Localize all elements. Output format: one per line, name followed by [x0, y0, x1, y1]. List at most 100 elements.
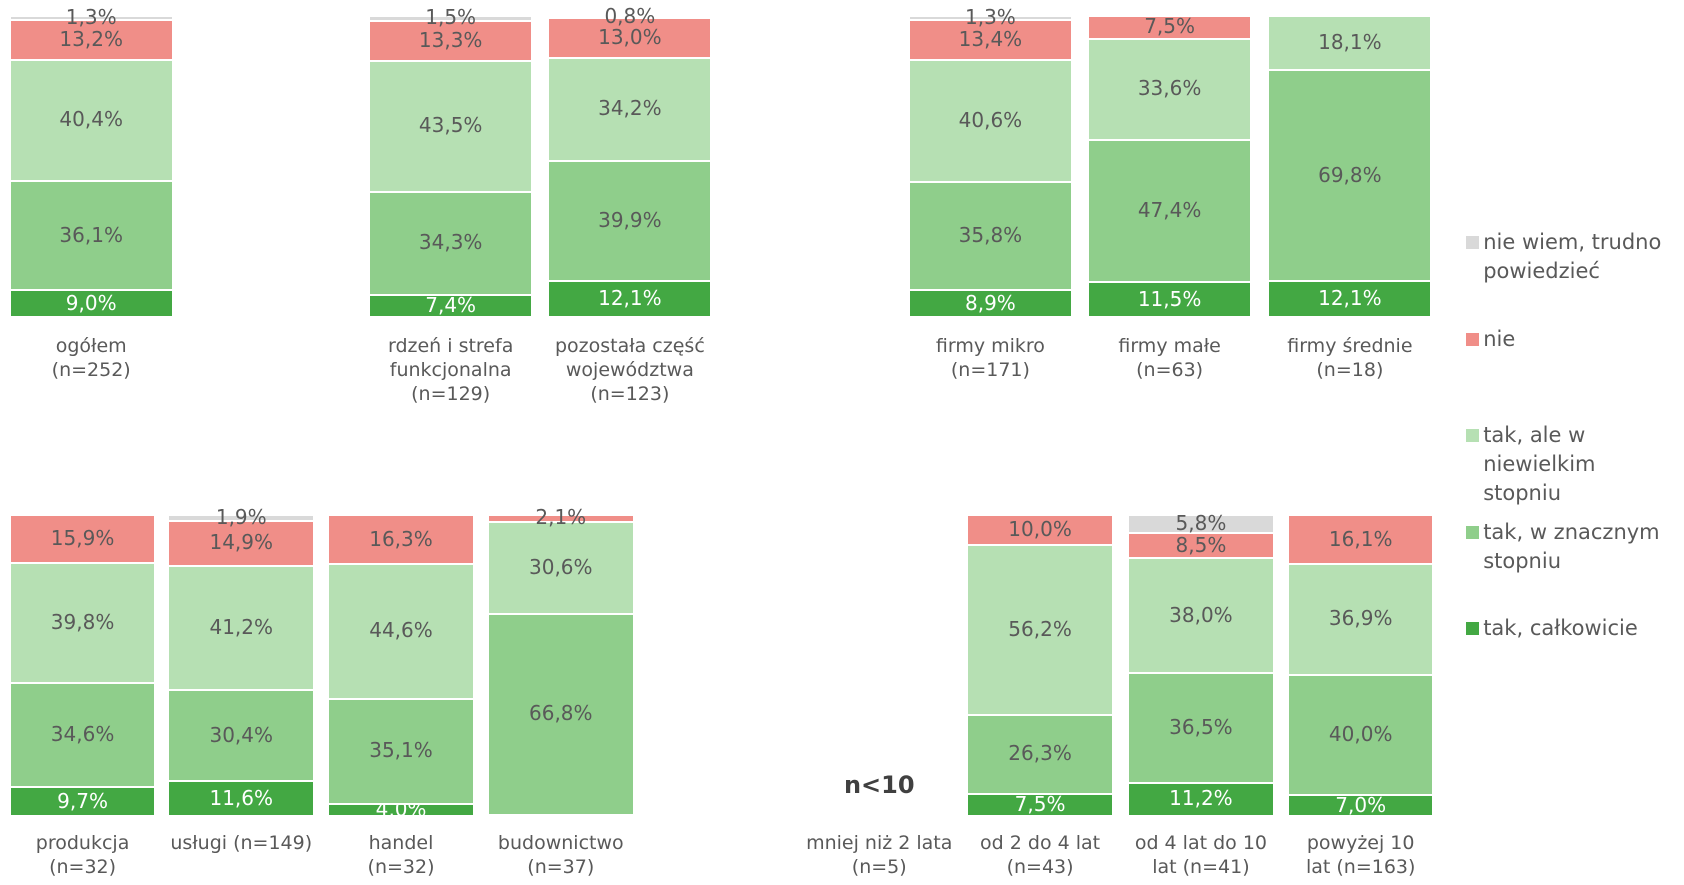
- category-label: budownictwo (n=37): [497, 832, 624, 879]
- bar-segment: [10, 288, 172, 317]
- bar-segment: [968, 544, 1112, 714]
- bar-segment: [169, 688, 314, 781]
- bar-segment: [169, 520, 314, 565]
- bar-segment: [169, 564, 314, 689]
- value-label: 7,5%: [1014, 792, 1066, 817]
- bar-segment: [1129, 557, 1273, 672]
- value-label: 56,2%: [1008, 616, 1072, 641]
- value-label: 33,6%: [1137, 76, 1202, 101]
- value-label: 12,1%: [1318, 285, 1382, 310]
- legend-label: tak, ale w niewielkim stopniu: [1483, 423, 1596, 506]
- bar-segment: [370, 15, 532, 20]
- value-label: 16,3%: [369, 526, 433, 551]
- value-label: 36,5%: [1169, 714, 1233, 739]
- bar-segment: [489, 612, 633, 814]
- bar-segment: [370, 293, 532, 317]
- bar-segment: [910, 18, 1071, 60]
- value-label: 39,9%: [598, 207, 662, 232]
- value-label: 10,0%: [1008, 517, 1072, 542]
- value-label: 13,4%: [958, 27, 1023, 52]
- bar-segment: [1089, 138, 1251, 282]
- value-label: 13,2%: [59, 26, 123, 51]
- bar-segment: [1269, 15, 1431, 70]
- annotation: n<10: [843, 771, 915, 800]
- bar-segment: [1129, 514, 1273, 532]
- value-label: 0,8%: [604, 4, 656, 29]
- bar-segment: [489, 514, 633, 521]
- value-label: 9,7%: [57, 788, 108, 813]
- value-label: 34,6%: [50, 722, 115, 747]
- bar-segment: [1269, 279, 1431, 317]
- category-label: usługi (n=149): [170, 832, 313, 855]
- value-label: 16,1%: [1328, 526, 1393, 551]
- value-label: 40,4%: [59, 107, 123, 132]
- legend-swatch: [1465, 236, 1479, 250]
- bar-segment: [10, 562, 155, 682]
- bar-segment: [1288, 514, 1433, 563]
- bar-segment: [910, 15, 1071, 19]
- value-label: 18,1%: [1318, 30, 1382, 55]
- bar-segment: [489, 520, 633, 613]
- bar-segment: [10, 514, 155, 563]
- value-label: 66,8%: [529, 701, 593, 726]
- bar-segment: [1089, 37, 1251, 139]
- value-label: 11,2%: [1169, 786, 1233, 811]
- bar-segment: [549, 15, 711, 18]
- value-label: 1,5%: [425, 5, 477, 30]
- bar-segment: [549, 17, 711, 57]
- legend-swatch: [1465, 332, 1479, 346]
- value-label: 7,4%: [425, 292, 477, 317]
- bar-segment: [10, 58, 172, 181]
- bar-segment: [10, 15, 172, 19]
- value-label: 8,5%: [1175, 532, 1227, 557]
- value-label: 43,5%: [418, 113, 483, 138]
- legend-swatch: [1465, 429, 1479, 443]
- bar-segment: [1129, 781, 1273, 816]
- value-label: 4,0%: [375, 797, 427, 822]
- value-label: 69,8%: [1318, 162, 1382, 187]
- category-label: mniej niż 2 lata (n=5): [806, 832, 953, 879]
- legend-label: tak, w znacznym stopniu: [1483, 519, 1660, 573]
- category-label: handel (n=32): [367, 832, 435, 879]
- bar-segment: [1089, 281, 1251, 317]
- bar-segment: [1129, 671, 1273, 782]
- value-label: 36,9%: [1328, 606, 1393, 631]
- bar-segment: [549, 56, 711, 160]
- value-label: 38,0%: [1169, 602, 1233, 627]
- bar-segment: [329, 697, 473, 804]
- bar-segment: [169, 514, 314, 520]
- category-label: pozostała część województwa (n=123): [554, 335, 705, 406]
- value-label: 34,2%: [598, 96, 662, 121]
- bar-segment: [910, 181, 1071, 290]
- category-label: powyżej 10 lat (n=163): [1305, 832, 1416, 879]
- value-label: 15,9%: [50, 526, 115, 551]
- category-label: firmy małe (n=63): [1118, 335, 1221, 382]
- bar-segment: [549, 279, 711, 317]
- bar-segment: [370, 59, 532, 191]
- legend-swatch: [1465, 525, 1479, 539]
- value-label: 11,6%: [209, 785, 274, 810]
- value-label: 1,3%: [965, 4, 1016, 29]
- legend-label: nie: [1483, 326, 1516, 351]
- value-label: 8,9%: [965, 290, 1016, 315]
- value-label: 1,3%: [65, 4, 117, 29]
- value-label: 40,6%: [958, 108, 1023, 133]
- legend-label: tak, całkowicie: [1483, 615, 1638, 640]
- value-label: 13,0%: [598, 24, 662, 49]
- bar-segment: [329, 514, 473, 564]
- legend-swatch: [1465, 621, 1479, 635]
- bar-segment: [329, 563, 473, 698]
- bar-segment: [10, 786, 155, 816]
- value-label: 2,1%: [535, 505, 587, 530]
- value-label: 26,3%: [1008, 741, 1072, 766]
- value-label: 13,3%: [418, 27, 483, 52]
- bar-segment: [910, 59, 1071, 182]
- bar-segment: [10, 681, 155, 787]
- value-label: 30,4%: [209, 722, 274, 747]
- value-label: 12,1%: [598, 285, 662, 310]
- bar-segment: [910, 289, 1071, 317]
- value-label: 47,4%: [1137, 198, 1202, 223]
- bar-segment: [1288, 794, 1433, 816]
- bar-segment: [1269, 69, 1431, 280]
